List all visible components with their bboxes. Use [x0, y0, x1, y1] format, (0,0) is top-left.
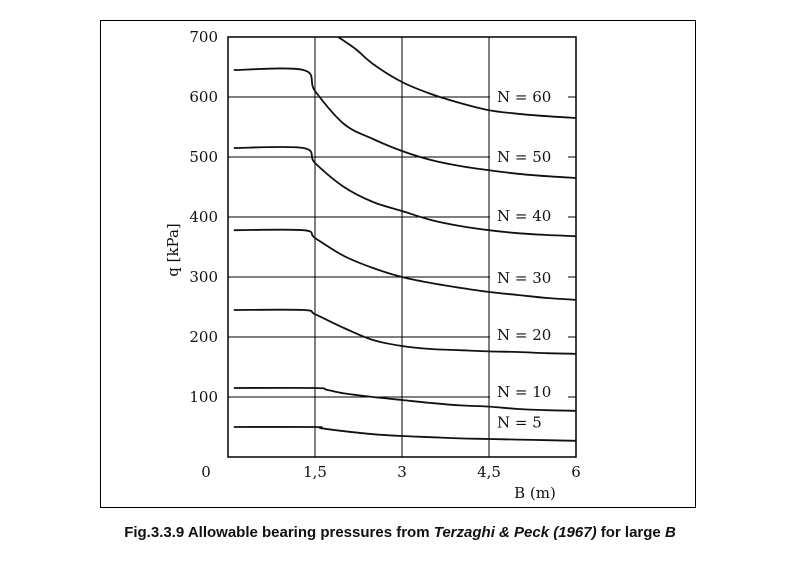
series-label-background: [490, 326, 568, 345]
series-label: N = 30: [497, 269, 551, 287]
curve-n-50: [233, 67, 577, 179]
y-tick-label: 300: [189, 268, 218, 286]
y-tick-label: 700: [189, 28, 218, 46]
y-tick-label: 500: [189, 148, 218, 166]
x-tick-label: 1,5: [303, 463, 327, 481]
y-tick-labels: 700 600 500 400 300 200 100: [189, 28, 218, 406]
series-label: N = 20: [497, 326, 551, 344]
series-labels: N = 5 N = 10 N = 20 N = 30 N = 40 N = 50 N = 6…: [490, 87, 568, 433]
series-label-background: [490, 383, 568, 402]
y-tick-label: 100: [189, 388, 218, 406]
curves: [233, 36, 577, 442]
figure-frame: [100, 20, 696, 508]
curve-n-40: [233, 145, 577, 238]
curve-n-60: [337, 36, 577, 119]
curve-n-5: [233, 426, 577, 442]
y-tick-label: 200: [189, 328, 218, 346]
series-label-background: [490, 147, 568, 167]
series-label-background: [490, 207, 568, 227]
series-label: N = 5: [497, 414, 542, 432]
series-label: N = 50: [497, 148, 551, 166]
series-label: N = 10: [497, 383, 551, 401]
plot-area-border: [227, 36, 577, 458]
figure-caption: Fig.3.3.9 Allowable bearing pressures fr…: [0, 524, 800, 541]
series-label: N = 60: [497, 88, 551, 106]
x-tick-label: 4,5: [477, 463, 501, 481]
series-label-background: [490, 269, 568, 288]
x-tick-label: 6: [571, 463, 581, 481]
y-tick-label: 400: [189, 208, 218, 226]
series-label: N = 40: [497, 207, 551, 225]
caption-variable: B: [664, 524, 676, 541]
curve-n-20: [233, 308, 577, 355]
x-tick-labels: 1,5 3 4,5 6: [303, 463, 581, 481]
y-axis-title: q [kPa]: [164, 223, 182, 277]
curve-n-10: [233, 386, 577, 412]
x-axis-title: B (m): [514, 484, 556, 502]
origin-label: 0: [201, 463, 211, 481]
caption-source: Terzaghi & Peck (1967): [433, 524, 597, 541]
series-label-background: [490, 413, 568, 433]
series-label-background: [490, 87, 568, 107]
caption-prefix: Fig.3.3.9 Allowable bearing pressures fr…: [124, 524, 434, 541]
curve-n-30: [233, 228, 577, 301]
bearing-pressure-chart: N = 5 N = 10 N = 20 N = 30 N = 40 N = 50 N = 6…: [164, 28, 581, 502]
caption-middle: for large: [596, 524, 665, 541]
x-tick-label: 3: [397, 463, 407, 481]
y-tick-label: 600: [189, 88, 218, 106]
